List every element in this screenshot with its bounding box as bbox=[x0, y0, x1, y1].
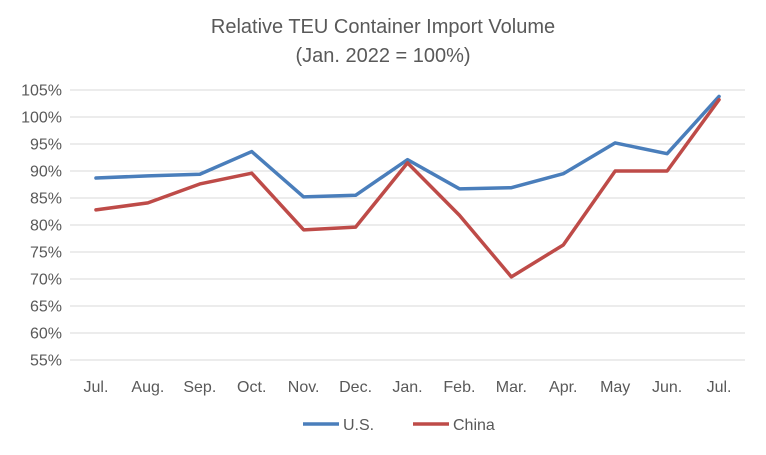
x-axis-tick-labels: Jul. Aug. Sep. Oct. Nov. Dec. Jan. Feb. Mar. Apr.… bbox=[84, 379, 732, 396]
gridlines bbox=[70, 89, 745, 361]
x-tick-label: Apr. bbox=[549, 379, 577, 396]
data-point[interactable] bbox=[301, 194, 307, 200]
x-tick-label: Dec. bbox=[339, 379, 372, 396]
data-point[interactable] bbox=[145, 200, 151, 206]
y-tick-label: 65% bbox=[30, 299, 62, 316]
y-tick-label: 80% bbox=[30, 218, 62, 235]
y-tick-label: 55% bbox=[30, 353, 62, 370]
chart-title: Relative TEU Container Import Volume bbox=[211, 16, 555, 38]
data-point[interactable] bbox=[249, 170, 255, 176]
series-line-u-s[interactable] bbox=[94, 94, 721, 199]
x-tick-label: May bbox=[600, 379, 630, 396]
data-point[interactable] bbox=[353, 192, 359, 198]
x-tick-label: Jul. bbox=[707, 379, 732, 396]
data-point[interactable] bbox=[353, 224, 359, 230]
y-tick-label: 70% bbox=[30, 272, 62, 289]
chart-subtitle: (Jan. 2022 = 100%) bbox=[295, 45, 470, 67]
data-point[interactable] bbox=[716, 97, 722, 103]
x-tick-label: Jun. bbox=[652, 379, 682, 396]
y-axis-tick-labels: 55% 60% 65% 70% 75% 80% 85% 90% 95% 100% 105% bbox=[21, 83, 62, 370]
data-point[interactable] bbox=[560, 242, 566, 248]
data-point[interactable] bbox=[405, 160, 411, 166]
x-tick-label: Nov. bbox=[288, 379, 320, 396]
data-point[interactable] bbox=[249, 149, 255, 155]
x-tick-label: Mar. bbox=[496, 379, 527, 396]
y-tick-label: 100% bbox=[21, 110, 62, 127]
data-point[interactable] bbox=[197, 181, 203, 187]
data-point[interactable] bbox=[612, 140, 618, 146]
data-point[interactable] bbox=[301, 227, 307, 233]
y-tick-label: 105% bbox=[21, 83, 62, 100]
data-point[interactable] bbox=[197, 171, 203, 177]
data-point[interactable] bbox=[664, 168, 670, 174]
data-point[interactable] bbox=[560, 171, 566, 177]
data-point[interactable] bbox=[508, 185, 514, 191]
y-tick-label: 85% bbox=[30, 191, 62, 208]
data-point[interactable] bbox=[612, 168, 618, 174]
legend-label: China bbox=[453, 417, 495, 434]
x-tick-label: Jan. bbox=[392, 379, 422, 396]
x-tick-label: Aug. bbox=[131, 379, 164, 396]
y-tick-label: 75% bbox=[30, 245, 62, 262]
legend-item[interactable]: U.S. bbox=[303, 417, 374, 434]
data-point[interactable] bbox=[456, 186, 462, 192]
data-point[interactable] bbox=[145, 173, 151, 179]
data-point[interactable] bbox=[93, 207, 99, 213]
y-tick-label: 60% bbox=[30, 326, 62, 343]
data-point[interactable] bbox=[664, 151, 670, 157]
legend[interactable]: U.S. China bbox=[303, 417, 495, 434]
data-point[interactable] bbox=[93, 175, 99, 181]
data-point[interactable] bbox=[456, 212, 462, 218]
x-tick-label: Oct. bbox=[237, 379, 266, 396]
x-tick-label: Feb. bbox=[443, 379, 475, 396]
legend-item[interactable]: China bbox=[413, 417, 495, 434]
x-tick-label: Sep. bbox=[183, 379, 216, 396]
x-tick-label: Jul. bbox=[84, 379, 109, 396]
series-line-china[interactable] bbox=[94, 97, 721, 279]
legend-label: U.S. bbox=[343, 417, 374, 434]
series-lines bbox=[93, 94, 722, 280]
data-point[interactable] bbox=[508, 274, 514, 280]
y-tick-label: 95% bbox=[30, 137, 62, 154]
y-tick-label: 90% bbox=[30, 164, 62, 181]
